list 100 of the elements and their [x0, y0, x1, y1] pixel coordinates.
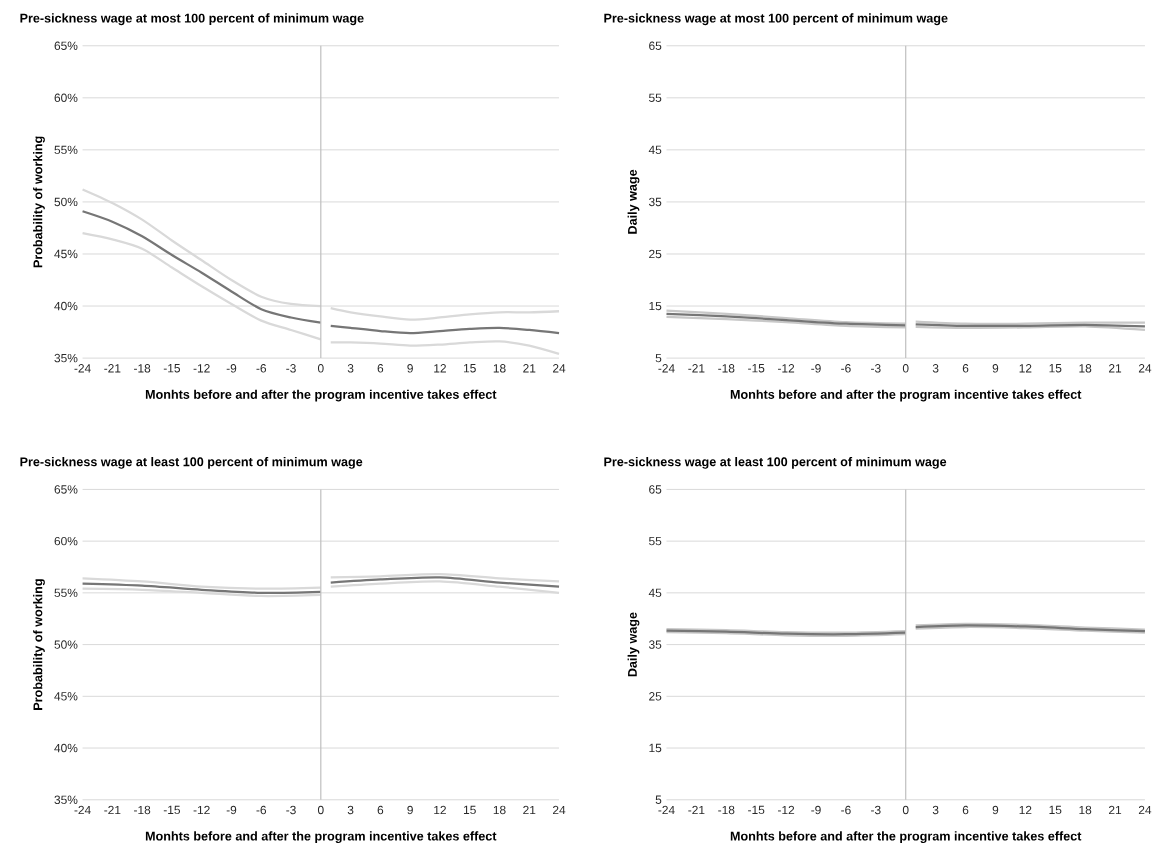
chart-title: Pre-sickness wage at least 100 percent of minimum wage	[604, 456, 947, 469]
y-tick-label: 45	[648, 588, 662, 597]
x-tick-label: -18	[718, 363, 735, 373]
x-tick-label: -12	[778, 805, 795, 814]
line-series	[81, 582, 322, 594]
y-tick-label: 45%	[54, 249, 78, 258]
x-tick-label: -9	[811, 363, 821, 373]
x-tick-label: 6	[377, 805, 384, 815]
y-tick-label: 60%	[54, 536, 78, 546]
x-tick-label: -21	[688, 363, 705, 373]
y-tick-label: 35	[648, 640, 662, 649]
x-tick-label: -18	[718, 805, 735, 815]
x-axis-title: Monhts before and after the program incentive takes effect	[145, 831, 497, 843]
x-tick-label: -24	[658, 805, 675, 814]
x-tick-label: 0	[317, 363, 324, 373]
x-tick-label: 21	[523, 805, 536, 814]
y-tick-label: 55	[649, 93, 662, 102]
line-series	[81, 209, 322, 324]
line-series	[329, 324, 561, 335]
x-tick-label: 3	[932, 363, 939, 373]
x-tick-label: 18	[493, 363, 506, 373]
x-tick-label: -6	[841, 805, 851, 815]
x-tick-label: -15	[163, 805, 181, 814]
y-tick-label: 35%	[54, 795, 78, 804]
x-tick-label: -24	[74, 363, 91, 373]
line-series	[329, 339, 561, 355]
x-tick-label: 21	[1109, 805, 1122, 814]
y-tick-label: 65	[649, 41, 662, 50]
chart-title: Pre-sickness wage at most 100 percent of minimum wage	[604, 13, 948, 25]
x-axis-title: Monhts before and after the program incentive takes effect	[730, 389, 1082, 402]
x-tick-label: 6	[962, 805, 969, 815]
x-tick-label: -9	[226, 363, 237, 373]
x-tick-label: 3	[347, 805, 354, 815]
x-tick-label: 6	[377, 363, 384, 373]
x-tick-label: 9	[992, 363, 999, 373]
line-series	[329, 575, 561, 588]
x-tick-label: 15	[1049, 363, 1062, 373]
line-series	[329, 572, 561, 583]
x-tick-label: 3	[932, 805, 939, 815]
y-tick-label: 40%	[54, 743, 78, 753]
y-tick-label: 5	[655, 795, 662, 804]
y-tick-label: 35%	[54, 353, 78, 363]
line-series	[81, 577, 322, 590]
x-tick-label: -3	[871, 805, 881, 815]
x-tick-label: -6	[841, 363, 851, 373]
x-tick-label: -12	[193, 363, 210, 373]
x-tick-label: 21	[1109, 363, 1122, 373]
y-tick-label: 50%	[54, 640, 78, 649]
y-tick-label: 45	[648, 145, 662, 154]
y-tick-label: 55%	[54, 145, 78, 154]
x-tick-label: 12	[434, 363, 446, 373]
x-tick-label: 15	[463, 363, 476, 373]
x-tick-label: -3	[871, 363, 881, 373]
y-axis-title: Daily wage	[627, 612, 640, 677]
y-tick-label: 40%	[54, 301, 78, 311]
chart-title: Pre-sickness wage at least 100 percent of minimum wage	[20, 456, 363, 469]
x-tick-label: 9	[992, 805, 999, 815]
x-tick-label: 12	[1019, 363, 1032, 373]
x-tick-label: -3	[286, 805, 296, 815]
x-tick-label: -15	[163, 363, 181, 373]
x-tick-label: 9	[407, 805, 413, 815]
x-tick-label: 24	[553, 363, 566, 373]
x-tick-label: 24	[553, 805, 566, 814]
x-tick-label: 9	[407, 363, 413, 373]
x-tick-label: 0	[902, 805, 909, 815]
x-tick-label: -18	[134, 363, 151, 373]
x-tick-label: 0	[317, 805, 324, 815]
x-axis-title: Monhts before and after the program incentive takes effect	[145, 389, 497, 402]
x-tick-label: -6	[256, 363, 267, 373]
y-tick-label: 65%	[54, 41, 78, 50]
x-tick-label: 12	[434, 805, 446, 814]
x-tick-label: -12	[778, 363, 795, 373]
x-axis-title: Monhts before and after the program incentive takes effect	[730, 831, 1082, 843]
x-tick-label: -3	[286, 363, 296, 373]
y-axis-title: Probability of working	[33, 136, 45, 267]
x-tick-label: -9	[226, 805, 237, 815]
x-tick-label: 24	[1138, 363, 1152, 373]
x-tick-label: 12	[1019, 805, 1032, 814]
y-tick-label: 25	[649, 691, 662, 701]
x-tick-label: -15	[748, 805, 765, 814]
x-tick-label: 15	[463, 805, 476, 814]
x-tick-label: 21	[523, 363, 536, 373]
x-tick-label: -15	[748, 363, 765, 373]
x-tick-label: 18	[1079, 363, 1092, 373]
y-tick-label: 65%	[54, 484, 78, 494]
x-tick-label: -24	[658, 363, 675, 373]
y-tick-label: 25	[649, 249, 662, 258]
y-tick-label: 5	[655, 353, 662, 363]
x-tick-label: -21	[688, 805, 705, 814]
y-tick-label: 65	[649, 484, 662, 494]
y-axis-title: Probability of working	[33, 579, 45, 710]
x-tick-label: 18	[493, 805, 506, 815]
y-axis-title: Daily wage	[627, 169, 640, 234]
y-tick-label: 35	[648, 197, 662, 206]
x-tick-label: -18	[134, 805, 151, 815]
y-tick-label: 55%	[54, 588, 78, 597]
y-tick-label: 60%	[54, 93, 78, 102]
y-tick-label: 15	[649, 743, 662, 752]
x-tick-label: -6	[256, 805, 267, 815]
x-tick-label: -21	[104, 363, 121, 373]
